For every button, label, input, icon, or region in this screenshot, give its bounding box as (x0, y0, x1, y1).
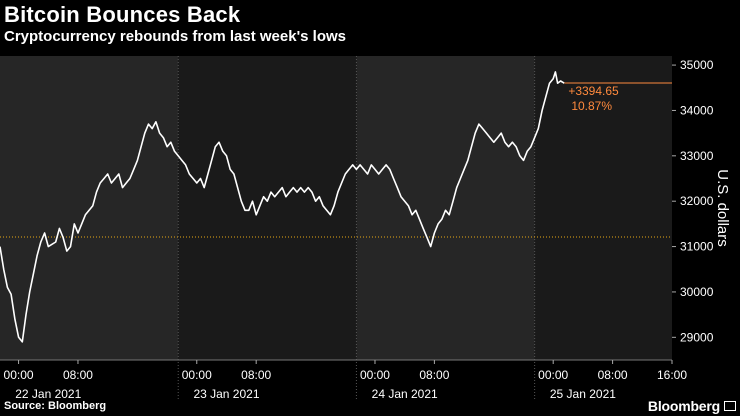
source-note: Source: Bloomberg (4, 400, 107, 412)
y-tick-label: 29000 (680, 330, 714, 344)
y-tick-label: 33000 (680, 149, 714, 163)
chart-area: 29000 30000 31000 32000 33000 34000 35000 00:00… (0, 50, 740, 404)
day-label: 25 Jan 2021 (550, 387, 616, 400)
annotation-change: +3394.65 (568, 84, 619, 98)
y-tick-label: 32000 (680, 194, 714, 208)
x-tick-label: 08:00 (241, 368, 271, 382)
y-tick-label: 30000 (680, 285, 714, 299)
x-tick-label: 00:00 (4, 368, 34, 382)
x-tick-label: 08:00 (63, 368, 93, 382)
day-label: 23 Jan 2021 (193, 387, 259, 400)
x-tick-label: 00:00 (538, 368, 568, 382)
bloomberg-logo-icon (724, 401, 736, 411)
x-tick-label: 08:00 (419, 368, 449, 382)
day-label: 22 Jan 2021 (15, 387, 81, 400)
day-band (0, 56, 179, 360)
bitcoin-price-line (0, 71, 565, 343)
y-tick-label: 35000 (680, 58, 714, 72)
day-band (178, 56, 357, 360)
price-chart: 29000 30000 31000 32000 33000 34000 35000 00:00… (0, 56, 731, 404)
y-tick-label: 34000 (680, 103, 714, 117)
day-band (356, 56, 535, 360)
x-tick-label: 00:00 (182, 368, 212, 382)
x-tick-label: 16:00 (657, 368, 687, 382)
x-tick-label: 08:00 (598, 368, 628, 382)
chart-subtitle: Cryptocurrency rebounds from last week's… (4, 28, 346, 45)
annotation-percent: 10.87% (571, 99, 612, 113)
y-axis-label: U.S. dollars (714, 169, 731, 247)
day-band (534, 56, 672, 360)
y-tick-label: 31000 (680, 240, 714, 254)
bloomberg-logo: Bloomberg (647, 398, 720, 414)
day-label: 24 Jan 2021 (372, 387, 438, 400)
x-tick-label: 00:00 (360, 368, 390, 382)
chart-title: Bitcoin Bounces Back (4, 2, 241, 27)
